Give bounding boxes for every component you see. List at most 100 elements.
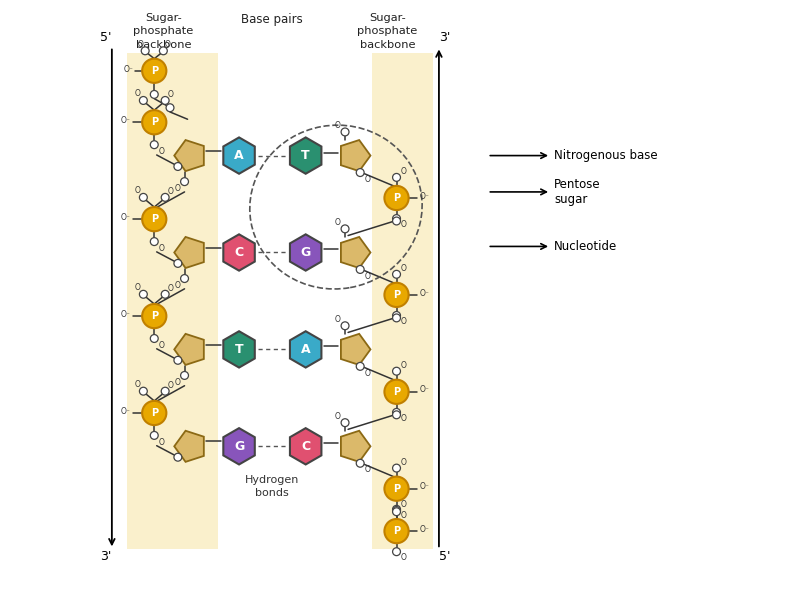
Circle shape (139, 290, 147, 298)
Text: Hydrogen
bonds: Hydrogen bonds (246, 475, 300, 498)
Text: 5': 5' (439, 550, 451, 563)
Text: O: O (401, 360, 407, 370)
Polygon shape (224, 331, 255, 368)
Circle shape (393, 217, 401, 225)
Circle shape (341, 128, 349, 136)
Circle shape (393, 464, 401, 472)
Circle shape (341, 419, 349, 427)
Text: Nitrogenous base: Nitrogenous base (554, 149, 658, 162)
Circle shape (174, 453, 182, 461)
Text: P: P (150, 214, 158, 224)
Text: Sugar-
phosphate
backbone: Sugar- phosphate backbone (133, 14, 194, 50)
Text: O⁻: O⁻ (419, 192, 430, 201)
Text: O: O (334, 411, 341, 421)
Polygon shape (224, 235, 255, 271)
Polygon shape (290, 428, 321, 464)
Text: Nucleotide: Nucleotide (554, 240, 617, 253)
Circle shape (393, 507, 401, 515)
Text: O: O (334, 121, 341, 130)
Text: P: P (393, 290, 400, 300)
Circle shape (174, 163, 182, 171)
Text: O⁻: O⁻ (120, 310, 130, 319)
Polygon shape (174, 334, 204, 365)
Circle shape (142, 207, 166, 231)
Text: O: O (401, 553, 407, 562)
Circle shape (393, 270, 401, 278)
Text: O: O (168, 90, 174, 99)
Text: O⁻: O⁻ (120, 213, 130, 222)
Text: P: P (393, 387, 400, 397)
Text: O⁻: O⁻ (120, 406, 130, 416)
Circle shape (384, 379, 408, 404)
Text: 3': 3' (439, 31, 451, 44)
Text: G: G (234, 440, 244, 453)
Text: O: O (401, 264, 407, 273)
Text: O: O (334, 314, 341, 324)
Circle shape (341, 225, 349, 233)
Circle shape (139, 96, 147, 104)
Text: O: O (401, 511, 407, 520)
Text: O: O (135, 89, 140, 98)
Circle shape (160, 47, 168, 55)
Circle shape (150, 238, 158, 246)
Text: O: O (135, 283, 140, 292)
Circle shape (393, 548, 401, 556)
Circle shape (393, 505, 401, 513)
Text: O: O (364, 271, 371, 281)
Circle shape (139, 193, 147, 201)
Text: P: P (393, 193, 400, 203)
Text: O: O (364, 465, 371, 475)
Circle shape (384, 476, 408, 501)
Circle shape (139, 387, 147, 395)
Text: O⁻: O⁻ (419, 483, 430, 491)
Text: O: O (175, 378, 180, 387)
Circle shape (384, 519, 408, 543)
FancyBboxPatch shape (127, 53, 218, 550)
Text: O: O (168, 187, 174, 196)
Polygon shape (290, 331, 321, 368)
Text: Base pairs: Base pairs (242, 14, 303, 26)
Text: C: C (301, 440, 310, 453)
FancyBboxPatch shape (372, 53, 433, 550)
Polygon shape (341, 237, 371, 268)
Text: O: O (401, 167, 407, 176)
Text: O: O (175, 184, 180, 193)
Text: O: O (164, 40, 171, 49)
Circle shape (161, 387, 169, 395)
Polygon shape (341, 431, 371, 462)
Text: 3': 3' (100, 550, 112, 563)
Circle shape (161, 193, 169, 201)
Text: O: O (159, 341, 164, 349)
Text: O: O (135, 380, 140, 389)
Text: O: O (401, 220, 407, 229)
Circle shape (393, 367, 401, 375)
Text: G: G (301, 246, 311, 259)
Text: P: P (150, 311, 158, 321)
Circle shape (150, 335, 158, 343)
Polygon shape (341, 140, 371, 171)
Text: O: O (401, 317, 407, 326)
Circle shape (180, 177, 188, 185)
Circle shape (142, 59, 166, 83)
Circle shape (150, 141, 158, 149)
Text: O⁻: O⁻ (419, 386, 430, 394)
Polygon shape (290, 235, 321, 271)
Text: O: O (159, 438, 164, 446)
Text: O: O (175, 281, 180, 290)
Text: Sugar-
phosphate
backbone: Sugar- phosphate backbone (357, 14, 418, 50)
Circle shape (393, 314, 401, 322)
Circle shape (166, 104, 174, 112)
Text: Pentose
sugar: Pentose sugar (554, 178, 600, 206)
Text: O: O (159, 147, 164, 156)
Circle shape (393, 215, 401, 222)
Text: P: P (150, 117, 158, 127)
Circle shape (180, 371, 188, 379)
Polygon shape (224, 138, 255, 174)
Polygon shape (174, 237, 204, 268)
Text: P: P (150, 408, 158, 418)
Circle shape (150, 90, 158, 98)
Polygon shape (341, 334, 371, 365)
Circle shape (393, 408, 401, 416)
Text: O: O (401, 457, 407, 467)
Circle shape (142, 304, 166, 328)
